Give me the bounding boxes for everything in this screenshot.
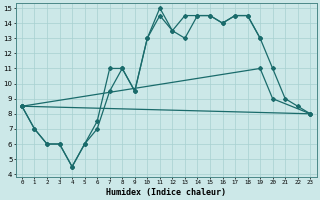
X-axis label: Humidex (Indice chaleur): Humidex (Indice chaleur) xyxy=(106,188,226,197)
